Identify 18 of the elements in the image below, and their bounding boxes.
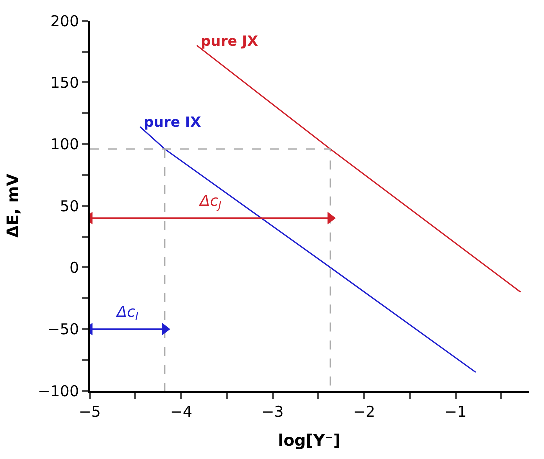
x-tick-label: −5 — [78, 402, 102, 421]
x-axis-title: log[Y⁻] — [278, 430, 341, 450]
series-label: pure IX — [144, 115, 202, 131]
x-tick-label: −1 — [444, 402, 467, 421]
annotation: Δc$_{I}$ — [116, 303, 139, 324]
y-tick-label: −100 — [38, 382, 80, 400]
y-tick-label: 0 — [70, 258, 80, 277]
y-tick-label: 100 — [50, 136, 80, 154]
y-tick-label: 150 — [50, 74, 80, 92]
x-tick-label: −2 — [353, 402, 376, 421]
series-label: pure JX — [201, 34, 258, 50]
annotation: Δc$_{J}$ — [199, 192, 222, 212]
y-tick-label: 200 — [50, 12, 80, 30]
x-tick-label: −4 — [170, 402, 193, 421]
x-tick-label: −3 — [262, 402, 284, 421]
y-axis-title: ΔE, mV — [3, 173, 22, 238]
y-tick-label: 50 — [60, 197, 80, 216]
y-tick-label: −50 — [48, 320, 80, 339]
